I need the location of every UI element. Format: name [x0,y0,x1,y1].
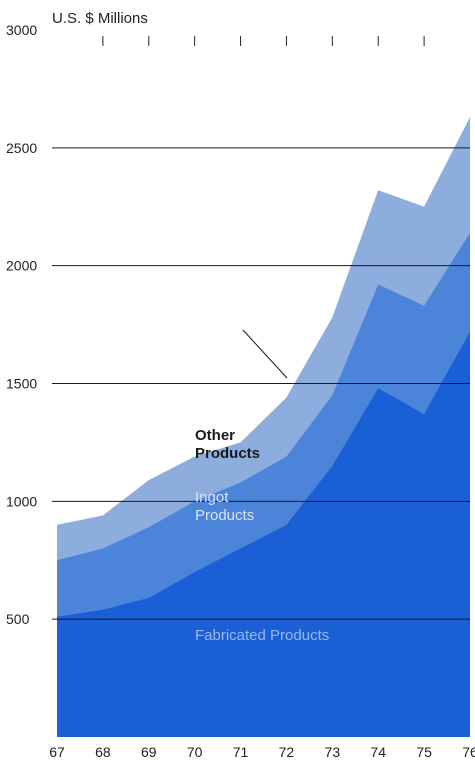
annotation-3-line-0: Fabricated Products [195,627,329,644]
x-tick-label-73: 73 [325,744,341,760]
x-tick-label-69: 69 [141,744,157,760]
y-tick-label-2000: 2000 [6,258,37,274]
y-tick-label-3000: 3000 [6,22,37,38]
x-tick-label-67: 67 [49,744,65,760]
x-tick-label-70: 70 [187,744,203,760]
annotation-0-line-0: Operating [195,272,261,289]
y-tick-label-2500: 2500 [6,140,37,156]
x-tick-label-74: 74 [370,744,386,760]
annotation-leader-line [242,329,288,379]
annotation-0-line-1: Revenues and [195,290,292,307]
annotation-2-line-1: Products [195,507,254,524]
x-tick-label-71: 71 [233,744,249,760]
area-fabricated-products [57,331,470,737]
annotation-2-line-0: Ingot [195,489,229,506]
x-tick-label-76: 76 [462,744,475,760]
y-axis-unit-label: U.S. $ Millions [52,10,148,27]
y-tick-label-1500: 1500 [6,376,37,392]
annotation-1-line-0: Other [195,427,235,444]
x-tick-label-72: 72 [279,744,295,760]
annotation-0-line-2: Other Income [195,308,286,325]
y-tick-label-1000: 1000 [6,493,37,509]
annotation-1-line-1: Products [195,445,260,462]
x-tick-label-75: 75 [416,744,432,760]
y-tick-label-500: 500 [6,611,30,627]
x-tick-label-68: 68 [95,744,111,760]
